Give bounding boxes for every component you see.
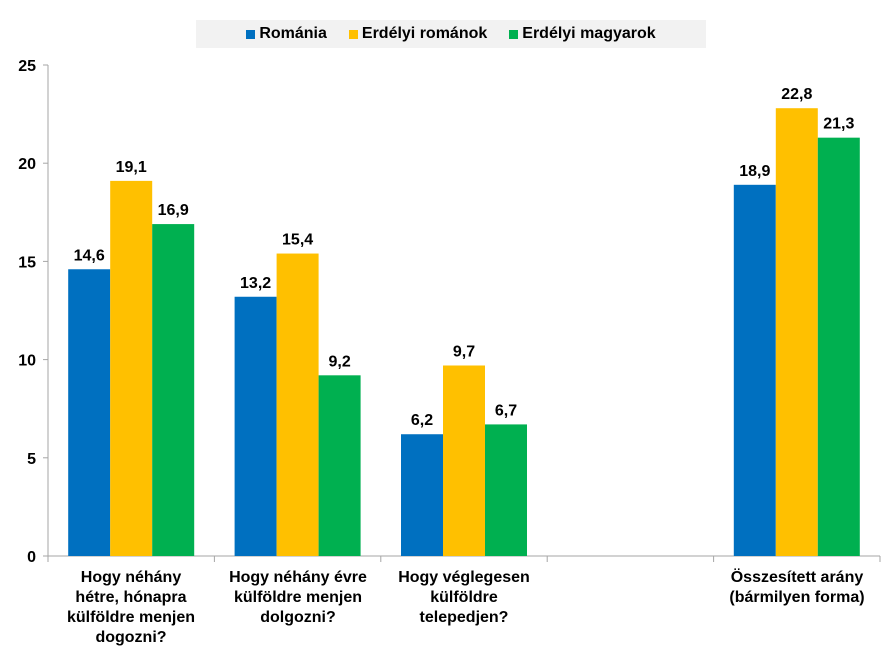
legend-item-erdelyi-magyarok: Erdélyi magyarok (509, 25, 656, 43)
data-label: 18,9 (739, 163, 770, 180)
bar (318, 375, 361, 556)
bar (234, 296, 277, 556)
legend-swatch (246, 29, 256, 39)
bar (110, 180, 153, 556)
y-tick-label: 25 (18, 58, 36, 75)
legend: Románia Erdélyi románok Erdélyi magyarok (196, 20, 706, 48)
data-label: 6,2 (411, 412, 433, 429)
bar (733, 184, 776, 556)
bar (775, 108, 818, 556)
data-label: 13,2 (240, 275, 271, 292)
data-label: 9,2 (328, 353, 350, 370)
y-tick-label: 20 (18, 156, 36, 173)
data-label: 21,3 (823, 116, 854, 133)
category-label: Hogy néhány évre külföldre menjen dolgoz… (229, 569, 367, 626)
bar (401, 434, 443, 556)
legend-swatch (509, 29, 519, 39)
data-label: 19,1 (116, 159, 147, 176)
data-label: 9,7 (453, 343, 475, 360)
bar (68, 269, 111, 556)
data-label: 6,7 (495, 402, 517, 419)
bar (817, 137, 860, 556)
bar (485, 424, 527, 556)
category-label: Hogy néhány hétre, hónapra külföldre men… (66, 569, 196, 646)
bar (152, 224, 195, 557)
y-tick-label: 5 (27, 451, 36, 468)
data-label: 22,8 (781, 86, 812, 103)
bar (443, 365, 485, 556)
data-label: 15,4 (282, 232, 313, 249)
legend-label: Románia (259, 25, 327, 42)
legend-item-romania: Románia (246, 25, 327, 43)
y-tick-label: 15 (18, 254, 36, 271)
category-label: Hogy véglegesen külföldre telepedjen? (398, 569, 530, 626)
y-tick-label: 0 (27, 549, 36, 566)
legend-swatch (348, 29, 358, 39)
data-label: 14,6 (74, 247, 105, 264)
category-label: Összesített arány (bármilyen forma) (729, 569, 865, 606)
bar (276, 253, 319, 556)
data-label: 16,9 (158, 202, 189, 219)
legend-label: Erdélyi románok (361, 25, 488, 42)
legend-label: Erdélyi magyarok (522, 25, 656, 42)
legend-item-erdelyi-romanok: Erdélyi románok (348, 25, 488, 43)
y-tick-label: 10 (18, 353, 36, 370)
